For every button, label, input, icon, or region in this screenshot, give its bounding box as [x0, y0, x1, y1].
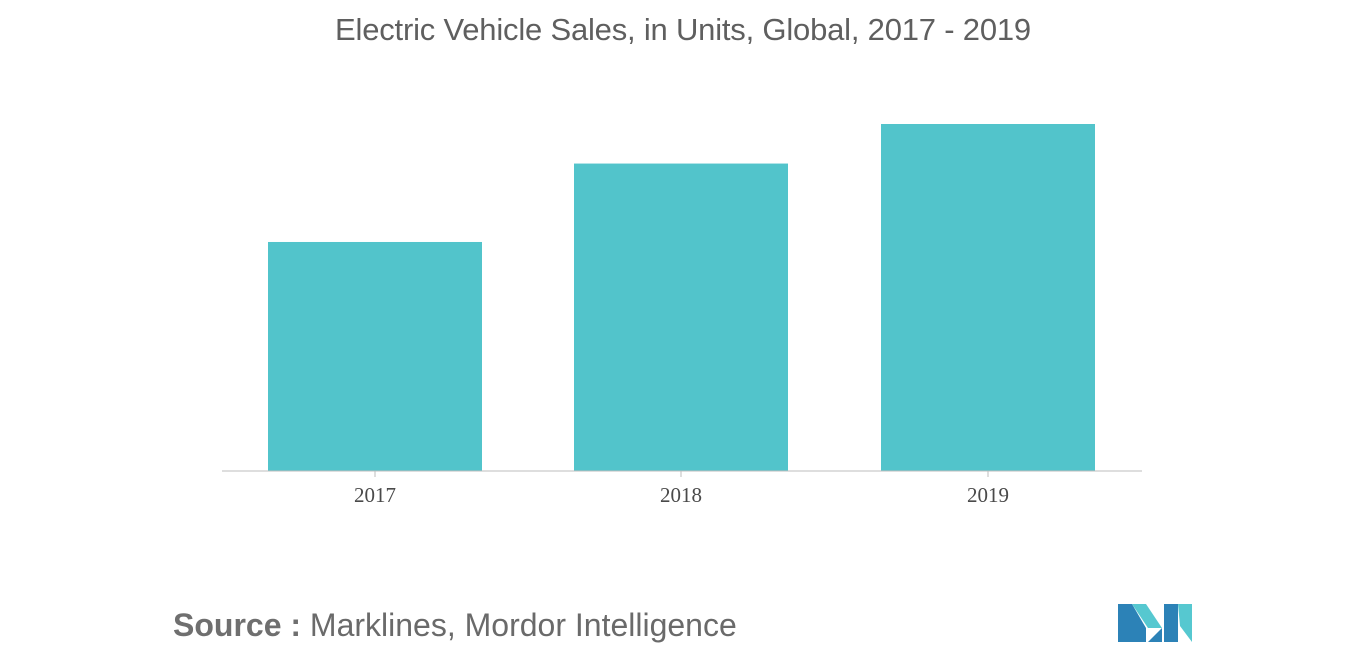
ticks-layer: 2017 2018 2019	[354, 471, 1009, 507]
source-text: Marklines, Mordor Intelligence	[301, 607, 737, 643]
chart-title: Electric Vehicle Sales, in Units, Global…	[335, 12, 1031, 47]
bars-layer	[268, 124, 1095, 472]
source-label: Source :	[173, 607, 302, 643]
x-tick-label-2017: 2017	[354, 483, 396, 507]
source-note: Source : Marklines, Mordor Intelligence	[173, 607, 737, 644]
bar-2019	[881, 124, 1095, 471]
bar-2018	[574, 163, 788, 472]
bar-chart: 2017 2018 2019	[222, 124, 1142, 507]
mordor-intelligence-logo-icon	[1118, 604, 1192, 642]
bar-2017	[268, 241, 482, 471]
x-tick-label-2018: 2018	[660, 483, 702, 507]
x-tick-label-2019: 2019	[967, 483, 1009, 507]
